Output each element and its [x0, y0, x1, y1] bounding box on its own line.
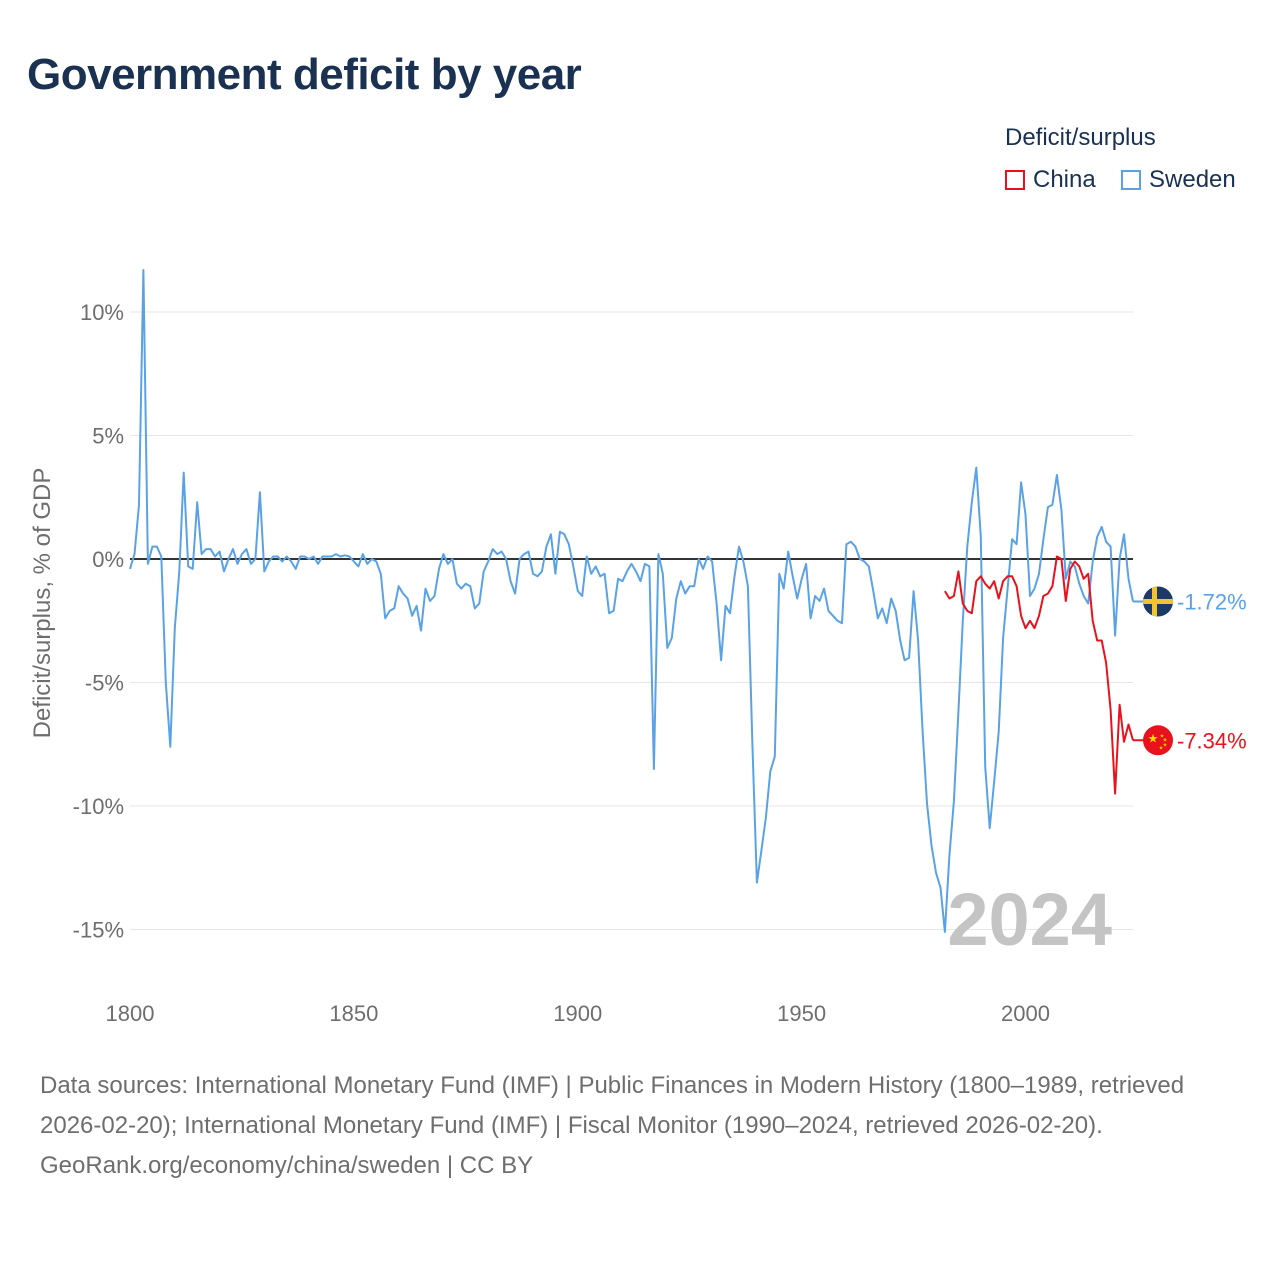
- axes: 10% 5% 0% -5% -10% -15% 1800 1850 1900 1950 2000: [73, 300, 1133, 1026]
- line-chart: 10% 5% 0% -5% -10% -15% 1800 1850 1900 1950 2000 2…: [29, 269, 1247, 1026]
- x-tick-label: 2000: [1001, 1001, 1050, 1026]
- flag-background: [1143, 725, 1173, 756]
- end-label-china: -7.34%: [1177, 728, 1247, 753]
- legend-swatch-china: [1005, 170, 1025, 190]
- y-tick-label: 10%: [80, 300, 124, 325]
- data-sources: Data sources: International Monetary Fun…: [40, 1072, 1185, 1139]
- x-tick-label: 1850: [329, 1001, 378, 1026]
- chart-title: Government deficit by year: [27, 50, 582, 99]
- y-axis-label: Deficit/surplus, % of GDP: [29, 468, 56, 739]
- y-tick-label: 0%: [92, 547, 124, 572]
- series-lines: [129, 269, 1134, 933]
- end-labels: -1.72%★ ★★★★ -7.34%: [1133, 586, 1247, 756]
- y-tick-label: -10%: [73, 794, 124, 819]
- series-line-sweden: [129, 269, 1134, 933]
- legend-item-china[interactable]: China: [1005, 166, 1096, 194]
- series-line-china: [944, 555, 1134, 795]
- flag-star: ★: [1148, 731, 1159, 745]
- legend-title: Deficit/surplus: [1005, 124, 1156, 151]
- flag-small-star: ★: [1160, 733, 1165, 739]
- end-label-sweden: -1.72%: [1177, 589, 1247, 614]
- legend-swatch-sweden: [1121, 170, 1141, 190]
- y-tick-label: 5%: [92, 424, 124, 449]
- flag-small-star: ★: [1163, 737, 1168, 743]
- flag-small-star: ★: [1159, 745, 1164, 751]
- legend-item-sweden[interactable]: Sweden: [1121, 166, 1236, 194]
- sweden-flag-icon: [1143, 586, 1173, 617]
- x-tick-label: 1800: [106, 1001, 155, 1026]
- credit-link[interactable]: GeoRank.org/economy/china/sweden | CC BY: [40, 1152, 534, 1179]
- legend-label-china: China: [1033, 166, 1096, 193]
- y-tick-label: -5%: [85, 671, 124, 696]
- footer: Data sources: International Monetary Fun…: [40, 1066, 1240, 1186]
- flag-cross-horizontal: [1143, 598, 1173, 604]
- legend-label-sweden: Sweden: [1149, 166, 1236, 193]
- china-flag-icon: ★ ★★★★: [1143, 725, 1173, 756]
- gridlines: [130, 311, 1133, 930]
- y-tick-label: -15%: [73, 918, 124, 943]
- year-watermark: 2024: [947, 878, 1112, 961]
- x-tick-label: 1900: [553, 1001, 602, 1026]
- x-tick-label: 1950: [777, 1001, 826, 1026]
- flag-small-star: ★: [1163, 742, 1168, 748]
